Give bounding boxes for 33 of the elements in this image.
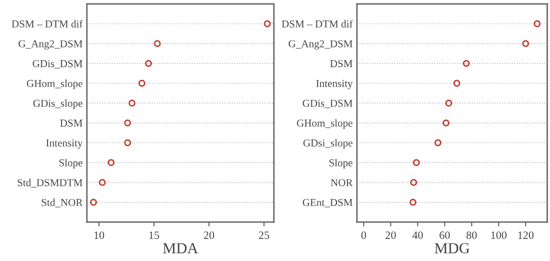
x-tick-label: 120: [518, 231, 534, 239]
x-tick-label: 15: [149, 232, 160, 239]
y-tick-label: GHom_slope: [26, 80, 82, 90]
x-tick-label: 20: [204, 231, 214, 239]
x-tick-label: 40: [412, 231, 423, 239]
y-tick-label: GDsi_slope: [303, 139, 352, 149]
y-tick-label: DSM: [60, 120, 82, 127]
y-tick-label: Intensity: [46, 139, 83, 149]
x-axis-title: MDG: [434, 243, 470, 254]
y-tick-label: G_Ang2_DSM: [288, 40, 352, 50]
y-tick-label: GDis_DSM: [32, 60, 82, 68]
x-tick-label: 10: [94, 231, 104, 239]
y-tick-label: Slope: [59, 158, 82, 169]
x-tick-label: 80: [466, 231, 477, 239]
x-tick-label: 20: [386, 231, 396, 239]
x-tick-label: 100: [491, 231, 507, 239]
x-axis-title: MDA: [163, 243, 198, 254]
y-tick-label: Slope: [329, 158, 352, 169]
y-tick-label: G_Ang2_DSM: [18, 40, 82, 50]
y-tick-label: Std_NOR: [42, 198, 83, 208]
y-tick-label: GHom_slope: [296, 119, 352, 129]
y-tick-label: Std_DSMDTM: [18, 178, 82, 188]
y-tick-label: DSM: [330, 60, 352, 68]
y-tick-label: DSM – DTM dif: [282, 20, 353, 28]
x-tick-label: 25: [258, 231, 270, 239]
y-tick-label: GDis_DSM: [302, 100, 352, 108]
y-tick-label: NOR: [330, 179, 353, 186]
y-tick-label: GEnt_DSM: [302, 198, 352, 208]
y-tick-label: GDis_slope: [33, 99, 82, 110]
x-tick-label: 0: [361, 231, 366, 239]
y-tick-label: Intensity: [316, 80, 353, 90]
y-tick-label: DSM – DTM dif: [12, 20, 83, 28]
x-tick-label: 60: [440, 231, 450, 239]
